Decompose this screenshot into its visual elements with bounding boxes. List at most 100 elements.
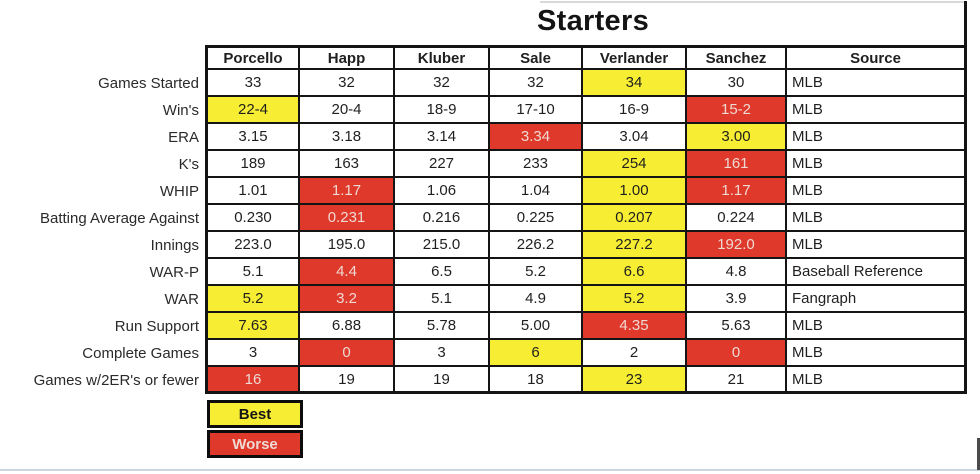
- stat-cell: 215.0: [395, 232, 490, 259]
- stat-cell: 1.17: [687, 178, 787, 205]
- source-cell: Fangraph: [787, 286, 967, 313]
- stat-cell: 6.6: [583, 259, 687, 286]
- row-label: Win's: [162, 102, 199, 119]
- stat-cell: 18-9: [395, 97, 490, 124]
- stat-cell: 20-4: [300, 97, 395, 124]
- corner-spacer: [0, 45, 205, 70]
- stat-cell: 2: [583, 340, 687, 367]
- legend-best-swatch: Best: [207, 400, 303, 428]
- row-label: WAR-P: [149, 264, 199, 281]
- stat-cell: 0.231: [300, 205, 395, 232]
- stat-cell: 34: [583, 70, 687, 97]
- stat-cell: 16: [205, 367, 300, 394]
- stat-cell: 17-10: [490, 97, 583, 124]
- legend-worse-swatch: Worse: [207, 430, 303, 458]
- stat-cell: 1.06: [395, 178, 490, 205]
- stat-cell: 18: [490, 367, 583, 394]
- stat-cell: 16-9: [583, 97, 687, 124]
- stat-cell: 195.0: [300, 232, 395, 259]
- stat-cell: 15-2: [687, 97, 787, 124]
- source-cell: MLB: [787, 340, 967, 367]
- stat-cell: 227.2: [583, 232, 687, 259]
- stat-cell: 192.0: [687, 232, 787, 259]
- stat-cell: 226.2: [490, 232, 583, 259]
- stat-cell: 3.00: [687, 124, 787, 151]
- stat-cell: 0.216: [395, 205, 490, 232]
- stat-cell: 1.17: [300, 178, 395, 205]
- row-label: Games Started: [98, 75, 199, 92]
- stat-cell: 7.63: [205, 313, 300, 340]
- row-label: Run Support: [114, 318, 199, 335]
- stat-cell: 32: [395, 70, 490, 97]
- column-header-kluber: Kluber: [395, 45, 490, 70]
- source-cell: MLB: [787, 124, 967, 151]
- stat-cell: 5.1: [395, 286, 490, 313]
- stat-cell: 5.00: [490, 313, 583, 340]
- stat-cell: 0.225: [490, 205, 583, 232]
- stat-cell: 223.0: [205, 232, 300, 259]
- source-cell: MLB: [787, 367, 967, 394]
- stat-cell: 19: [300, 367, 395, 394]
- stat-cell: 189: [205, 151, 300, 178]
- column-header-verlander: Verlander: [583, 45, 687, 70]
- stat-cell: 0.230: [205, 205, 300, 232]
- stat-cell: 3: [205, 340, 300, 367]
- starters-table: Porcello Happ Kluber Sale Verlander Sanchez So…: [0, 45, 967, 394]
- stat-cell: 5.2: [490, 259, 583, 286]
- stat-cell: 5.2: [205, 286, 300, 313]
- source-cell: MLB: [787, 205, 967, 232]
- stat-cell: 3: [395, 340, 490, 367]
- stat-cell: 0.224: [687, 205, 787, 232]
- stat-cell: 3.9: [687, 286, 787, 313]
- stat-cell: 254: [583, 151, 687, 178]
- page-border-bottom: [0, 469, 980, 471]
- stat-cell: 1.01: [205, 178, 300, 205]
- stat-cell: 4.4: [300, 259, 395, 286]
- stat-cell: 1.00: [583, 178, 687, 205]
- stat-cell: 32: [300, 70, 395, 97]
- page-title: Starters: [536, 5, 649, 37]
- stat-cell: 19: [395, 367, 490, 394]
- stat-cell: 23: [583, 367, 687, 394]
- stat-cell: 3.18: [300, 124, 395, 151]
- stat-cell: 4.9: [490, 286, 583, 313]
- stat-cell: 5.2: [583, 286, 687, 313]
- stat-cell: 0.207: [583, 205, 687, 232]
- stat-cell: 3.04: [583, 124, 687, 151]
- stat-cell: 6.5: [395, 259, 490, 286]
- title-box-top-border: [540, 1, 967, 3]
- source-cell: MLB: [787, 178, 967, 205]
- stat-cell: 3.15: [205, 124, 300, 151]
- source-cell: MLB: [787, 313, 967, 340]
- stat-cell: 227: [395, 151, 490, 178]
- title-box-right-border: [964, 1, 967, 45]
- row-label: WAR: [164, 291, 199, 308]
- row-label: K's: [178, 156, 199, 173]
- column-header-happ: Happ: [300, 45, 395, 70]
- page-border-right: [977, 438, 980, 470]
- stat-cell: 33: [205, 70, 300, 97]
- stat-cell: 6: [490, 340, 583, 367]
- column-header-sanchez: Sanchez: [687, 45, 787, 70]
- row-label: Innings: [150, 237, 199, 254]
- stat-cell: 30: [687, 70, 787, 97]
- column-header-source: Source: [787, 45, 967, 70]
- legend: Best Worse: [207, 400, 303, 458]
- row-label: Batting Average Against: [39, 210, 199, 227]
- stat-cell: 1.04: [490, 178, 583, 205]
- source-cell: MLB: [787, 70, 967, 97]
- stat-cell: 233: [490, 151, 583, 178]
- stat-cell: 0: [687, 340, 787, 367]
- stat-cell: 163: [300, 151, 395, 178]
- stat-cell: 6.88: [300, 313, 395, 340]
- source-cell: Baseball Reference: [787, 259, 967, 286]
- stat-cell: 4.8: [687, 259, 787, 286]
- column-header-sale: Sale: [490, 45, 583, 70]
- stat-cell: 161: [687, 151, 787, 178]
- stat-cell: 5.1: [205, 259, 300, 286]
- stat-cell: 21: [687, 367, 787, 394]
- column-header-porcello: Porcello: [205, 45, 300, 70]
- stat-cell: 5.78: [395, 313, 490, 340]
- stat-cell: 4.35: [583, 313, 687, 340]
